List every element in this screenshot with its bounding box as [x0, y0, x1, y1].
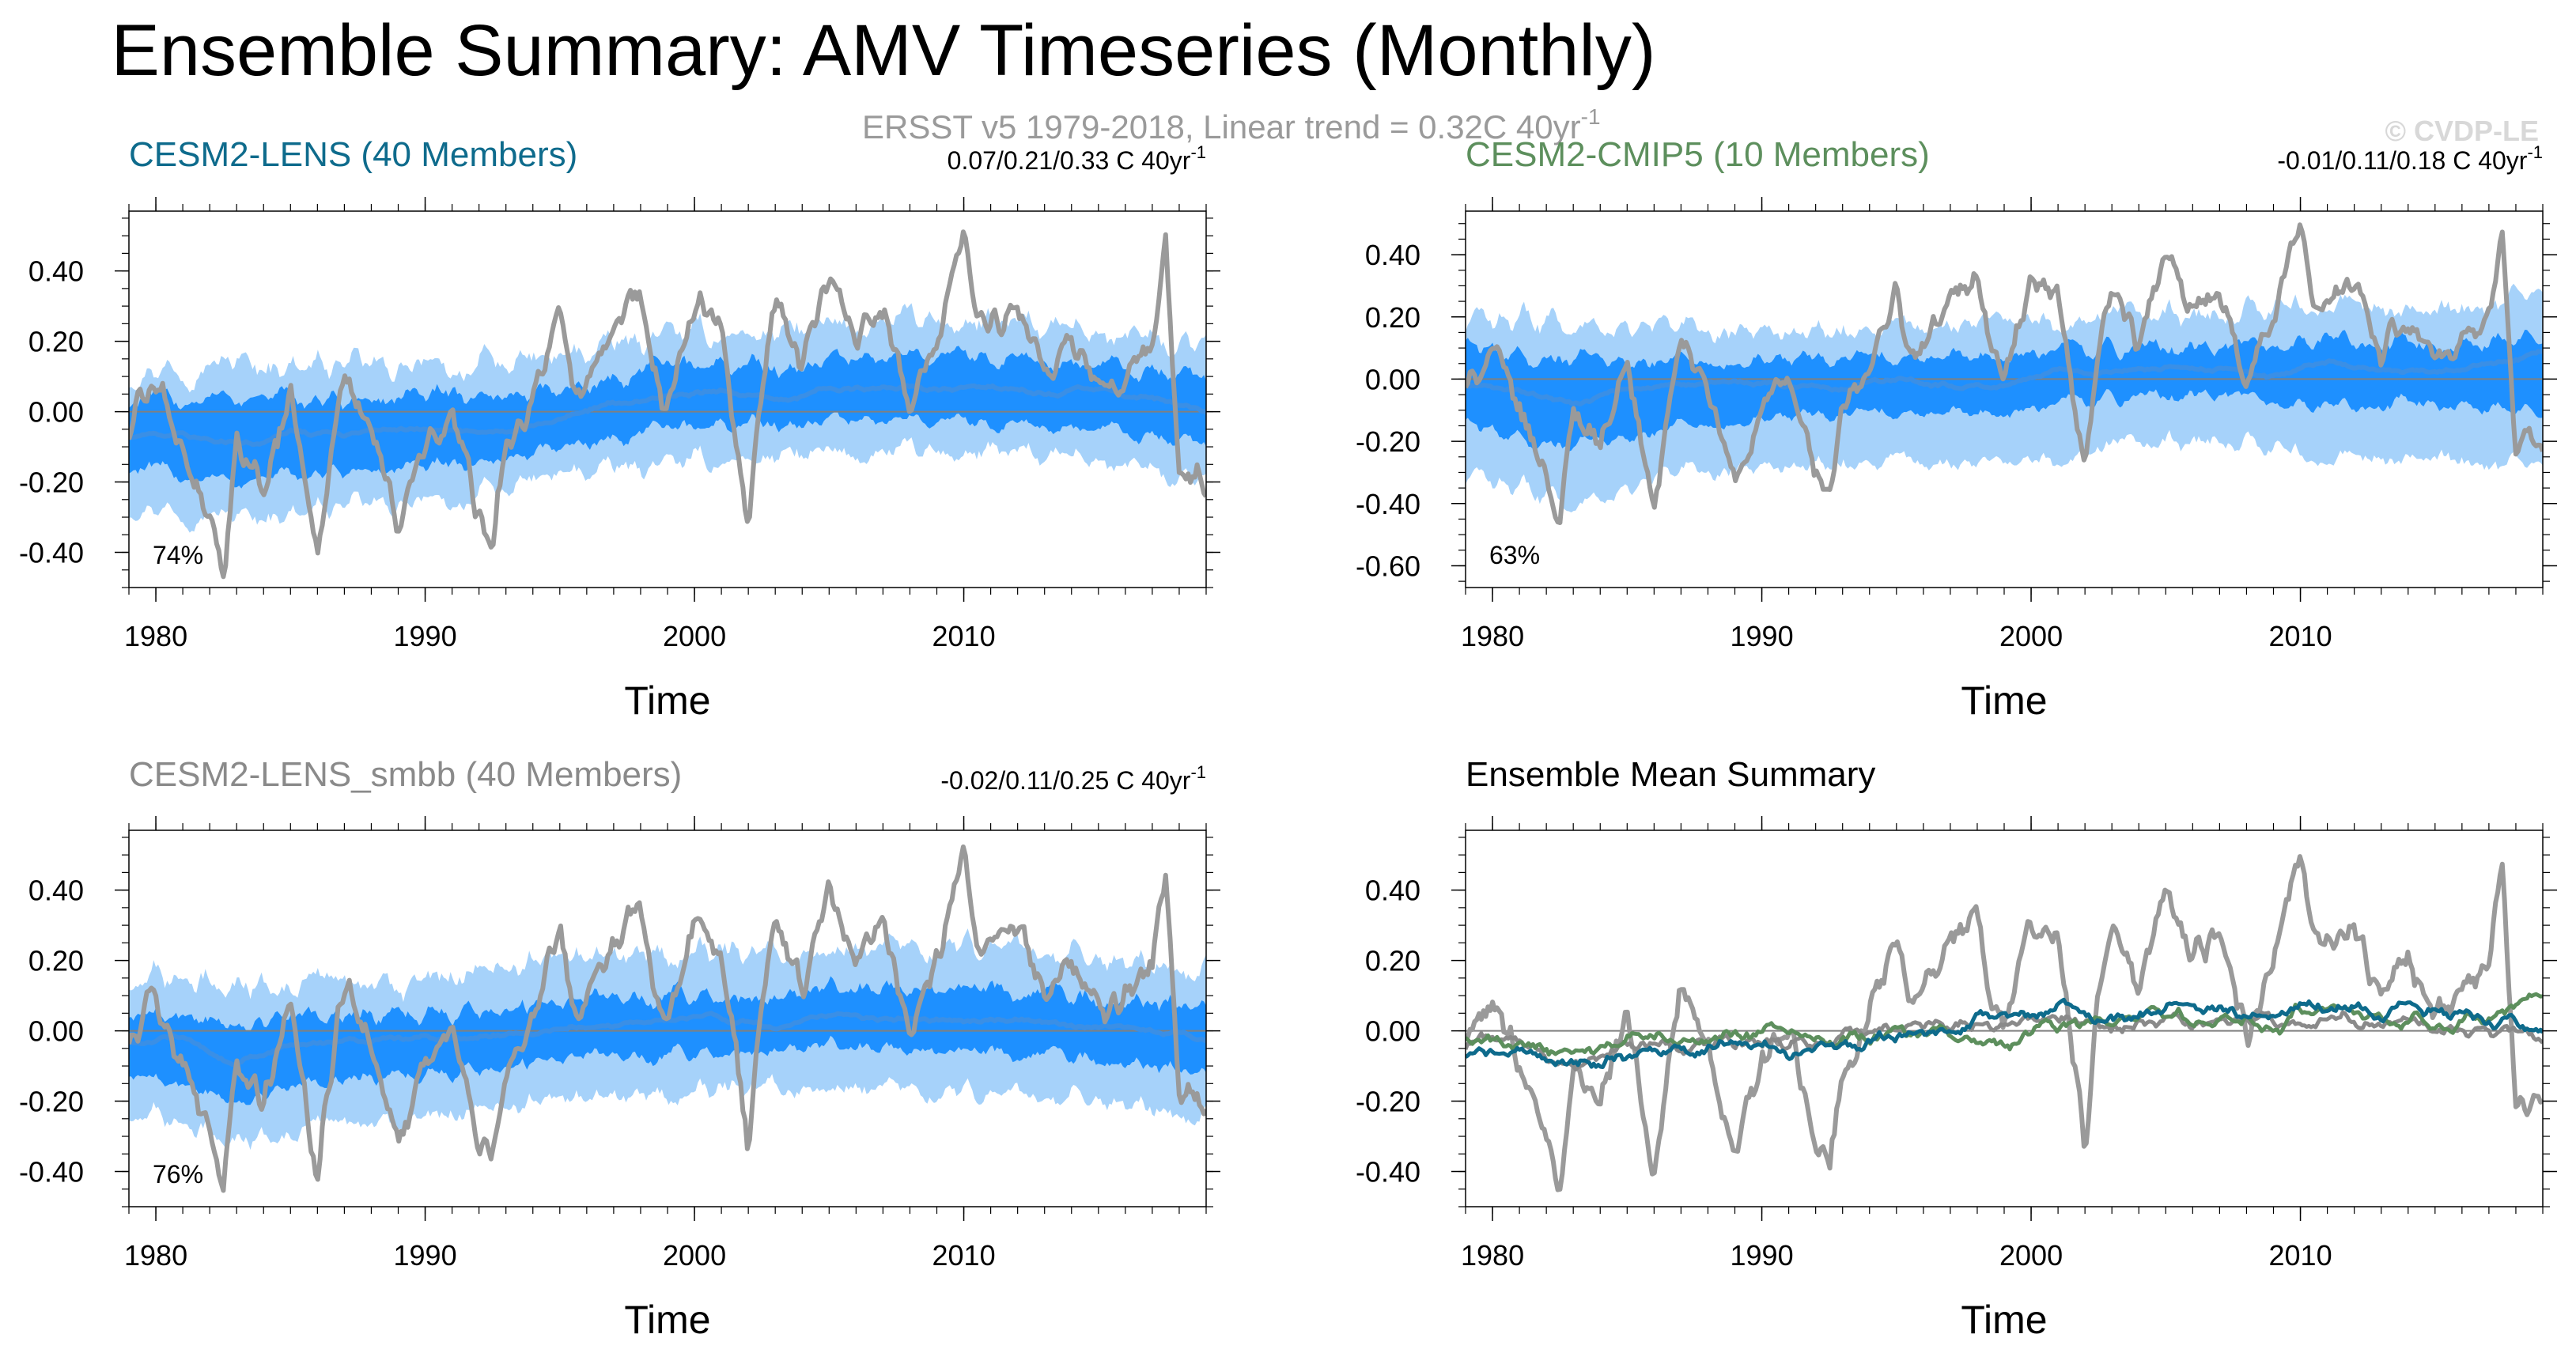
subtitle-text: ERSST v5 1979-2018, Linear trend = 0.32C… [862, 108, 1581, 145]
panels: -0.40 -0.20 0.00 0.20 0.40 1980 1990 2000 2010 Ti… [19, 135, 2557, 1342]
y-tick-label: -0.20 [19, 467, 84, 499]
y-tick-label: 0.00 [28, 1015, 84, 1048]
x-tick-label: 2000 [663, 1239, 726, 1272]
x-tick-label: 2010 [2269, 620, 2332, 652]
y-tick-label: -0.40 [1356, 488, 1420, 520]
series-line-ens-mean [1466, 349, 2543, 406]
trend-label-text: -0.02/0.11/0.25 C 40yr [940, 766, 1190, 795]
panel-cmip5: -0.60 -0.40 -0.20 0.00 0.20 0.40 1980 1990 2000 2… [1356, 135, 2557, 723]
y-tick-label: 0.40 [28, 875, 84, 907]
series-line-obs [129, 229, 1206, 580]
y-tick-label: 0.20 [28, 945, 84, 977]
x-tick-label: 2010 [2269, 1239, 2332, 1272]
main-title: Ensemble Summary: AMV Timeseries (Monthl… [112, 10, 1656, 91]
x-axis-title: Time [1961, 1298, 2047, 1342]
y-tick-label: 0.00 [28, 396, 84, 429]
panel-smbb: -0.40 -0.20 0.00 0.20 0.40 1980 1990 2000 2010 Ti… [19, 755, 1220, 1342]
x-axis-title: Time [624, 1298, 710, 1342]
series-line-smbb [1466, 1010, 2543, 1072]
band-inner-band [129, 346, 1206, 489]
trend-label-sup: -1 [1190, 762, 1206, 782]
x-tick-label: 1980 [1461, 1239, 1524, 1272]
x-tick-label: 1980 [124, 620, 187, 652]
series-line-obs [1466, 222, 2543, 525]
percent-label: 63% [1489, 541, 1540, 569]
plot-area-summary [1466, 854, 2543, 1192]
percent-label: 74% [153, 541, 203, 569]
x-tick-label: 2010 [932, 1239, 996, 1272]
x-tick-label: 2000 [1999, 1239, 2063, 1272]
plot-area-smbb [129, 844, 1206, 1193]
x-tick-label: 1990 [1731, 1239, 1794, 1272]
series-line-cmip5 [1466, 992, 2543, 1057]
panel-lens: -0.40 -0.20 0.00 0.20 0.40 1980 1990 2000 2010 Ti… [19, 135, 1220, 723]
y-tick-label: 0.20 [28, 326, 84, 358]
panel-title: Ensemble Mean Summary [1466, 755, 1875, 794]
x-tick-label: 1980 [1461, 620, 1524, 652]
series-line-obs [129, 844, 1206, 1193]
x-tick-label: 2000 [663, 620, 726, 652]
plot-area-lens [129, 229, 1206, 580]
y-tick-label: -0.20 [1356, 1086, 1420, 1118]
trend-label-sup: -1 [1190, 142, 1206, 162]
subtitle-sup: -1 [1581, 104, 1601, 129]
x-axis-title: Time [624, 678, 710, 723]
x-tick-label: 2010 [932, 620, 996, 652]
y-tick-label: 0.20 [1365, 301, 1420, 334]
trend-label: -0.01/0.11/0.18 C 40yr-1 [2277, 142, 2543, 175]
y-tick-label: 0.40 [1365, 875, 1420, 907]
plot-area-cmip5 [1466, 222, 2543, 525]
watermark: © CVDP-LE [2385, 115, 2539, 147]
percent-label: 76% [153, 1160, 203, 1188]
y-tick-label: -0.40 [19, 537, 84, 569]
y-tick-label: 0.00 [1365, 1015, 1420, 1048]
y-tick-label: 0.20 [1365, 945, 1420, 977]
trend-label: -0.02/0.11/0.25 C 40yr-1 [940, 762, 1206, 795]
trend-label-sup: -1 [2527, 142, 2543, 162]
band-inner-band [129, 976, 1206, 1105]
panel-summary: -0.40 -0.20 0.00 0.20 0.40 1980 1990 2000 2010 Ti… [1356, 755, 2557, 1342]
y-tick-label: -0.40 [19, 1156, 84, 1188]
x-tick-label: 1980 [124, 1239, 187, 1272]
x-tick-label: 1990 [1731, 620, 1794, 652]
x-tick-label: 1990 [394, 620, 457, 652]
trend-label: 0.07/0.21/0.33 C 40yr-1 [948, 142, 1206, 175]
band-inner-band [1466, 329, 2543, 452]
panel-title: CESM2-LENS (40 Members) [129, 135, 577, 174]
panel-title: CESM2-LENS_smbb (40 Members) [129, 755, 682, 794]
y-tick-label: 0.00 [1365, 363, 1420, 395]
y-tick-label: 0.40 [28, 255, 84, 288]
y-tick-label: -0.20 [19, 1086, 84, 1118]
subtitle: ERSST v5 1979-2018, Linear trend = 0.32C… [862, 104, 1601, 145]
trend-label-text: -0.01/0.11/0.18 C 40yr [2277, 146, 2527, 175]
x-axis-title: Time [1961, 678, 2047, 723]
y-tick-label: -0.40 [1356, 1156, 1420, 1188]
y-tick-label: 0.40 [1365, 239, 1420, 271]
x-tick-label: 2000 [1999, 620, 2063, 652]
y-tick-label: -0.60 [1356, 550, 1420, 582]
x-tick-label: 1990 [394, 1239, 457, 1272]
trend-label-text: 0.07/0.21/0.33 C 40yr [948, 146, 1191, 175]
series-line-lens [1466, 997, 2543, 1069]
panel-title: CESM2-CMIP5 (10 Members) [1466, 135, 1930, 174]
y-tick-label: -0.20 [1356, 425, 1420, 458]
